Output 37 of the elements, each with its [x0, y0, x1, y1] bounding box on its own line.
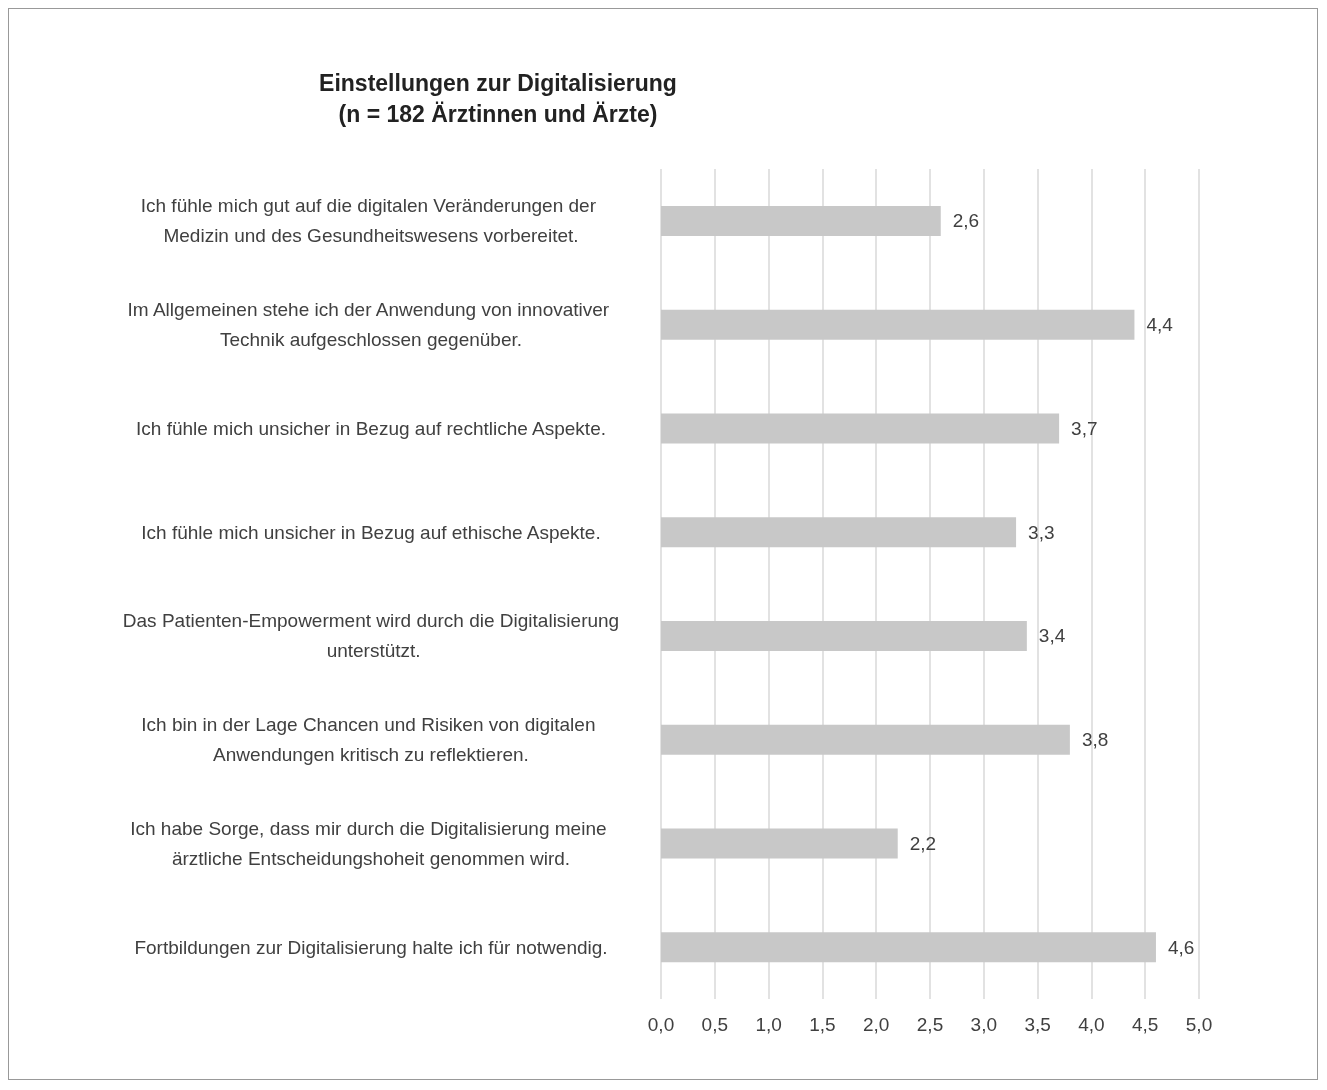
y-tick-label: Ich habe Sorge, dass mir durch die Digitalisierung meine ärztliche Entscheidungshoheit genommen wird.	[130, 817, 612, 869]
x-tick-label: 1,5	[809, 1014, 836, 1035]
bar	[661, 205, 941, 236]
y-tick-label: Das Patienten-Empowerment wird durch die Digitalisierung unterstützt.	[122, 610, 620, 662]
bar	[661, 828, 898, 859]
data-label: 2,6	[952, 210, 980, 232]
data-label: 4,4	[1146, 314, 1174, 336]
x-tick-label: 0,0	[647, 1014, 675, 1035]
bar	[661, 517, 1017, 548]
chart-title: Einstellungen zur Digitalisierung	[319, 69, 677, 96]
y-tick-label: Fortbildungen zur Digitalisierung halte ich für notwendig.	[134, 936, 608, 958]
x-tick-label: 4,0	[1078, 1014, 1105, 1035]
x-tick-label: 1,0	[755, 1014, 782, 1035]
x-tick-label: 0,5	[701, 1014, 729, 1035]
y-tick-label: Im Allgemeinen stehe ich der Anwendung von innovativer Technik aufgeschlossen gegenüber.	[127, 299, 615, 351]
x-tick-label: 3,5	[1024, 1014, 1051, 1035]
bar	[661, 309, 1135, 340]
data-label: 2,2	[909, 832, 937, 854]
x-tick-label: 2,5	[916, 1014, 944, 1035]
bar	[661, 724, 1070, 755]
y-tick-label: Ich fühle mich gut auf die digitalen Veränderungen der Medizin und des Gesundheitswesens vorbereitet.	[140, 195, 602, 247]
y-tick-label: Ich fühle mich unsicher in Bezug auf rechtliche Aspekte.	[136, 417, 606, 439]
x-tick-label: 5,0	[1185, 1014, 1213, 1035]
bar	[661, 413, 1060, 444]
y-tick-label: Ich bin in der Lage Chancen und Risiken von digitalen Anwendungen kritisch zu reflektieren.	[141, 714, 601, 766]
bar	[661, 932, 1156, 963]
data-label: 3,3	[1028, 521, 1055, 543]
x-tick-label: 4,5	[1131, 1014, 1159, 1035]
data-label: 3,8	[1081, 729, 1109, 751]
y-tick-label: Ich fühle mich unsicher in Bezug auf ethische Aspekte.	[141, 521, 601, 543]
x-tick-label: 3,0	[970, 1014, 998, 1035]
data-label: 3,4	[1038, 625, 1066, 647]
x-tick-label: 2,0	[862, 1014, 890, 1035]
chart-subtitle: (n = 182 Ärztinnen und Ärzte)	[338, 100, 658, 127]
data-label: 3,7	[1071, 417, 1098, 439]
bar	[661, 620, 1027, 651]
data-label: 4,6	[1167, 936, 1195, 958]
